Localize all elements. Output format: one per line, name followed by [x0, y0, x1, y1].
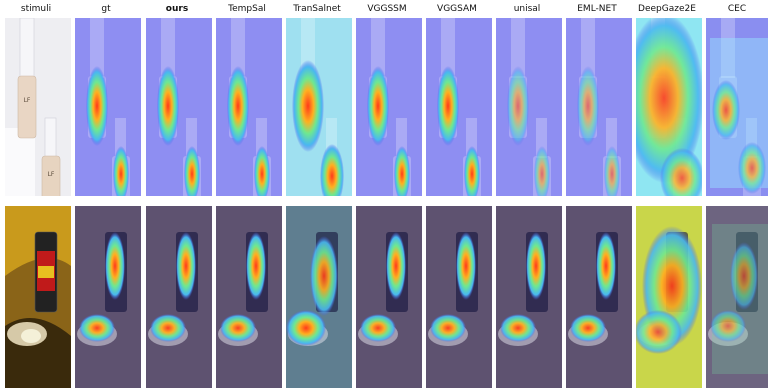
saliency-map-can-vggssm: [356, 206, 422, 388]
svg-text:LF: LF: [48, 171, 55, 178]
col-header-deepgaze2e: DeepGaze2E: [638, 4, 696, 14]
saliency-map-can-gt: [75, 206, 141, 388]
saliency-map-cosmetics-emlnet: [566, 18, 632, 196]
col-header-cec: CEC: [727, 4, 747, 14]
col-header-stimuli: stimuli: [20, 4, 52, 14]
col-header-ours: ours: [165, 4, 189, 14]
saliency-map-cosmetics-vggsam: [426, 18, 492, 196]
svg-text:LF: LF: [24, 97, 31, 104]
saliency-map-cosmetics-transalnet: [286, 18, 352, 196]
saliency-map-cosmetics-tempsal: [216, 18, 282, 196]
saliency-map-cosmetics-vggssm: [356, 18, 422, 196]
stimulus-image-cosmetics: LF LF: [5, 18, 71, 196]
saliency-map-cosmetics-ours: [146, 18, 212, 196]
col-header-tempsal: TempSal: [228, 4, 266, 14]
col-header-gt: gt: [101, 4, 111, 14]
saliency-map-can-unisal: [496, 206, 562, 388]
stimulus-image-can: [5, 206, 71, 388]
col-header-transalnet: TranSalnet: [293, 4, 341, 14]
saliency-map-can-transalnet: [286, 206, 352, 388]
saliency-map-cosmetics-gt: [75, 18, 141, 196]
col-header-emlnet: EML-NET: [577, 4, 617, 14]
saliency-map-can-tempsal: [216, 206, 282, 388]
saliency-map-can-vggsam: [426, 206, 492, 388]
saliency-map-cosmetics-deepgaze2e: [636, 18, 702, 196]
saliency-map-can-cec: [706, 206, 768, 388]
col-header-unisal: unisal: [513, 4, 541, 14]
saliency-map-cosmetics-cec: [706, 18, 768, 196]
saliency-map-can-emlnet: [566, 206, 632, 388]
col-header-vggssm: VGGSSM: [367, 4, 407, 14]
col-header-vggsam: VGGSAM: [437, 4, 477, 14]
saliency-map-cosmetics-unisal: [496, 18, 562, 196]
saliency-map-can-deepgaze2e: [636, 206, 702, 388]
saliency-map-can-ours: [146, 206, 212, 388]
